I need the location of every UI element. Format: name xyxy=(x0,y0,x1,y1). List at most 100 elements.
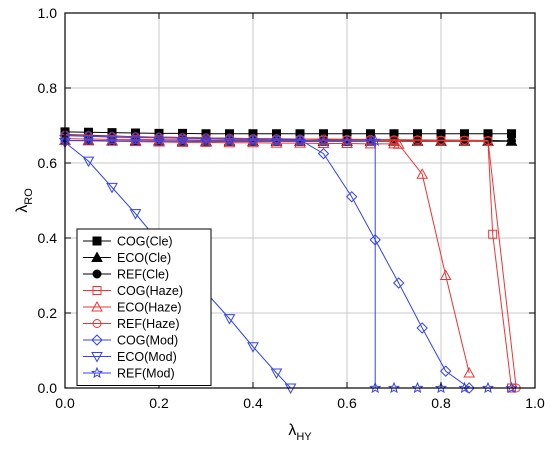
data-point xyxy=(129,209,142,220)
legend-marker xyxy=(92,269,102,279)
data-point xyxy=(247,133,259,146)
axis-ticks: 0.0 0.2 0.4 0.6 0.8 1.0 0.0 0.2 0.4 0.6 0.8 1.0 xyxy=(38,5,545,411)
legend-marker xyxy=(91,300,103,312)
data-point xyxy=(389,135,399,145)
data-point xyxy=(481,381,495,394)
data-point xyxy=(369,134,382,147)
data-point xyxy=(106,131,118,143)
y-tick-label: 1.0 xyxy=(38,5,58,21)
data-point xyxy=(387,381,401,394)
data-point xyxy=(439,365,452,377)
x-tick-label: 1.0 xyxy=(525,395,545,411)
x-axis-label-sub: HY xyxy=(296,431,312,443)
legend-marker xyxy=(92,236,102,246)
legend-marker xyxy=(91,251,103,262)
x-tick-label: 0.6 xyxy=(337,395,357,411)
data-point xyxy=(270,134,283,147)
legend-item: ECO(Haze) xyxy=(83,301,182,315)
y-axis-label-sub: RO xyxy=(23,188,35,205)
x-axis-label-main: λ xyxy=(288,422,296,439)
y-tick-label: 0.0 xyxy=(38,380,58,396)
legend-item: COG(Cle) xyxy=(83,235,173,249)
data-point xyxy=(416,168,429,179)
data-point xyxy=(317,134,330,147)
legend-item: COG(Haze) xyxy=(83,284,183,298)
data-point xyxy=(152,134,166,147)
data-point xyxy=(345,191,358,203)
data-point xyxy=(82,156,95,168)
data-point xyxy=(505,381,518,394)
legend-item: REF(Cle) xyxy=(83,268,169,282)
legend-item: ECO(Mod) xyxy=(83,350,177,364)
x-axis-label: λHY xyxy=(288,422,312,443)
data-point xyxy=(413,135,422,145)
legend-label: REF(Mod) xyxy=(117,367,175,381)
data-point xyxy=(223,134,236,147)
y-tick-label: 0.2 xyxy=(38,305,58,321)
legend-item: REF(Mod) xyxy=(83,367,175,381)
data-point xyxy=(82,134,95,146)
data-point xyxy=(247,342,259,353)
data-point xyxy=(434,381,448,394)
data-point xyxy=(436,135,446,145)
x-tick-label: 0.2 xyxy=(149,395,169,411)
series-line xyxy=(64,135,470,389)
y-axis-label-main: λ xyxy=(14,205,31,213)
data-point xyxy=(439,269,452,280)
y-axis-label: λRO xyxy=(14,188,35,213)
data-point xyxy=(246,134,260,147)
data-point xyxy=(463,366,476,378)
data-point xyxy=(199,134,213,147)
legend-item: COG(Mod) xyxy=(83,334,178,348)
legend-label: REF(Haze) xyxy=(117,317,180,331)
data-point xyxy=(460,135,469,145)
legend-marker xyxy=(91,334,103,346)
series-layer xyxy=(58,127,521,395)
x-tick-label: 0.8 xyxy=(431,395,451,411)
legend-label: COG(Haze) xyxy=(117,284,183,298)
data-point xyxy=(483,136,493,145)
y-tick-label: 0.4 xyxy=(38,230,58,246)
legend-marker xyxy=(92,286,102,295)
data-point xyxy=(293,134,307,147)
data-point xyxy=(106,182,118,194)
data-point xyxy=(340,134,354,147)
legend-label: COG(Cle) xyxy=(117,235,173,249)
x-tick-label: 0.0 xyxy=(55,395,75,411)
data-point xyxy=(223,133,236,145)
legend-item: REF(Haze) xyxy=(83,317,180,331)
data-point xyxy=(176,134,189,147)
legend-marker xyxy=(91,352,103,363)
data-point xyxy=(458,381,471,394)
data-point xyxy=(270,133,283,146)
data-point xyxy=(488,229,498,239)
data-point xyxy=(105,134,119,147)
legend-label: COG(Mod) xyxy=(117,334,178,348)
legend-item: ECO(Cle) xyxy=(83,251,171,265)
legend: COG(Cle) ECO(Cle) REF(Cle) COG(Haze) ECO(Haz… xyxy=(76,228,212,386)
data-point xyxy=(369,381,382,394)
data-point xyxy=(392,138,405,149)
legend-label: ECO(Mod) xyxy=(117,350,177,364)
data-point xyxy=(129,134,142,147)
data-point xyxy=(416,322,428,334)
series-cog-mod xyxy=(59,129,475,394)
data-point xyxy=(411,381,424,394)
data-point xyxy=(270,368,283,380)
data-point xyxy=(392,277,405,289)
legend-label: ECO(Cle) xyxy=(117,251,171,265)
legend-marker xyxy=(90,366,104,379)
data-point xyxy=(317,147,330,160)
y-tick-label: 0.6 xyxy=(38,155,58,171)
legend-marker xyxy=(92,319,102,328)
data-point xyxy=(507,136,516,146)
plot-area-frame xyxy=(64,12,536,389)
data-point xyxy=(294,134,306,146)
data-point xyxy=(82,130,95,143)
x-tick-label: 0.4 xyxy=(243,395,263,411)
legend-label: REF(Cle) xyxy=(117,268,169,282)
legend-label: ECO(Haze) xyxy=(117,301,182,315)
y-tick-label: 0.8 xyxy=(38,80,58,96)
data-point xyxy=(223,314,236,325)
